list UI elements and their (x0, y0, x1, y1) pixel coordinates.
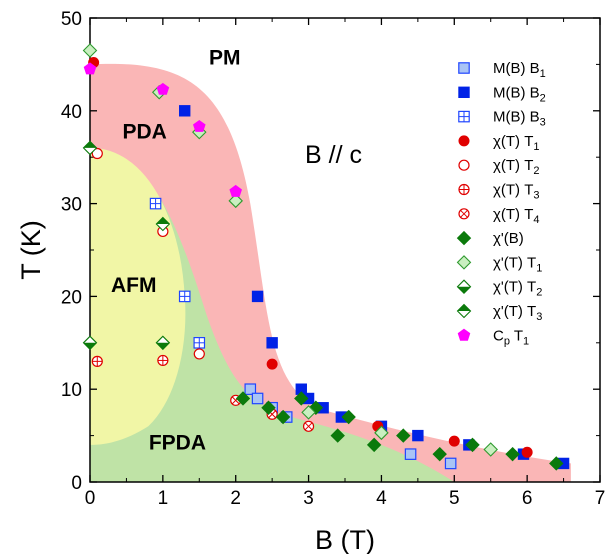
data-point-s12 (156, 82, 170, 95)
data-point-s5 (91, 147, 103, 160)
data-point-s10 (155, 335, 171, 351)
x-tick-label: 7 (595, 488, 606, 509)
data-point-s9 (228, 193, 243, 209)
data-point-s8 (366, 437, 382, 453)
data-point-s1 (251, 392, 264, 405)
data-point-s3 (193, 337, 206, 349)
legend-marker (458, 110, 470, 123)
field-direction-note: B // c (305, 141, 362, 169)
data-point-s4 (266, 358, 278, 370)
data-point-s9 (82, 43, 98, 58)
legend-label: χ(T) T1 (493, 133, 539, 153)
data-point-s8 (505, 446, 520, 462)
data-point-s3 (178, 290, 191, 303)
data-point-s4 (521, 446, 533, 458)
region-label-pda: PDA (122, 121, 166, 144)
data-point-s8 (341, 409, 356, 425)
region-label-fpda: FPDA (149, 432, 206, 455)
x-axis-title: B (T) (315, 525, 375, 554)
y-tick-label: 20 (61, 287, 82, 308)
region-labels: PM PDA AFM FPDA (111, 46, 241, 454)
legend-marker (457, 328, 471, 341)
y-tick-label: 30 (61, 195, 82, 216)
x-tick-label: 5 (449, 488, 460, 509)
y-tick-label: 50 (61, 9, 82, 30)
legend-label: M(B) B2 (493, 84, 546, 104)
axes: 0 1 2 3 4 5 6 7 0 10 20 30 40 50 (61, 9, 605, 509)
legend-marker (456, 279, 472, 294)
legend-label: χ'(T) T3 (493, 303, 542, 323)
data-point-s12 (229, 184, 242, 197)
region-label-afm: AFM (111, 274, 157, 297)
legend-label: χ(T) T4 (493, 206, 539, 226)
region-label-pm: PM (209, 46, 241, 69)
data-point-s11 (155, 216, 171, 232)
y-tick-label: 40 (61, 102, 82, 123)
legend-marker (458, 208, 470, 220)
legend-marker (458, 62, 470, 74)
y-tick-label: 0 (71, 473, 82, 494)
legend-label: M(B) B1 (493, 60, 546, 80)
legend-marker (456, 303, 472, 319)
data-points (82, 43, 570, 471)
legend-label: χ(T) T3 (493, 182, 539, 202)
x-tick-label: 1 (158, 488, 169, 509)
data-point-s9 (374, 425, 389, 441)
data-point-s10 (82, 335, 98, 351)
data-point-s8 (235, 391, 251, 406)
data-point-s2 (266, 337, 278, 349)
data-point-s6 (91, 355, 103, 367)
data-point-s9 (483, 442, 498, 457)
legend: M(B) B1 M(B) B2 M(B) B3 χ(T) T1 χ(T) T2 χ(T) … (456, 60, 546, 347)
data-point-s6 (157, 354, 169, 367)
data-point-s8 (330, 428, 345, 443)
x-tick-label: 3 (303, 488, 314, 509)
legend-marker (458, 86, 470, 98)
data-point-s8 (396, 428, 411, 443)
legend-marker (458, 159, 470, 171)
x-tick-label: 0 (85, 488, 96, 509)
y-tick-label: 10 (61, 380, 82, 401)
data-point-s3 (149, 197, 162, 210)
x-tick-label: 4 (376, 488, 387, 509)
data-point-s8 (432, 446, 447, 462)
data-point-s2 (412, 429, 424, 442)
data-point-s1 (404, 448, 417, 460)
data-point-s7 (302, 420, 315, 432)
legend-marker (456, 255, 472, 270)
data-point-s8 (549, 456, 564, 471)
data-point-s1 (244, 383, 257, 395)
data-point-s2 (179, 105, 191, 117)
legend-label: χ'(T) T1 (493, 254, 542, 274)
legend-label: Cp T1 (493, 327, 529, 347)
fpda-region (90, 147, 455, 482)
y-axis-title: T (K) (16, 220, 46, 280)
data-point-s12 (193, 119, 206, 132)
data-point-s8 (275, 409, 291, 425)
legend-marker (458, 135, 470, 147)
data-point-s12 (83, 62, 97, 75)
data-point-s8 (294, 391, 309, 406)
data-point-s8 (261, 400, 276, 415)
data-point-s5 (193, 348, 205, 360)
legend-marker (458, 183, 470, 196)
legend-label: χ'(B) (493, 230, 524, 247)
x-tick-label: 6 (522, 488, 533, 509)
data-point-s11 (82, 140, 98, 156)
data-point-s4 (448, 435, 460, 447)
legend-label: χ(T) T2 (493, 157, 539, 177)
data-point-s8 (465, 437, 480, 453)
legend-label: χ'(T) T2 (493, 279, 542, 299)
data-point-s2 (251, 290, 264, 303)
legend-marker (456, 230, 472, 246)
legend-label: M(B) B3 (493, 109, 546, 129)
x-tick-label: 2 (230, 488, 241, 509)
data-point-s1 (444, 457, 457, 470)
data-point-s9 (301, 405, 316, 420)
